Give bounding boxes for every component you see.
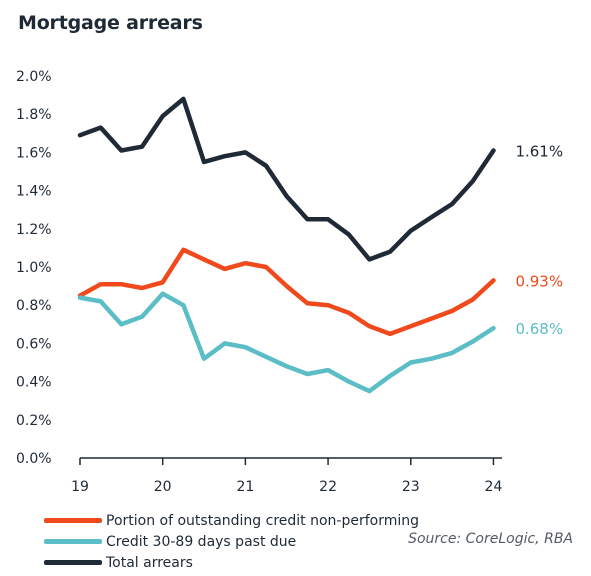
line-chart: 0.0% 0.2% 0.4% 0.6% 0.8% 1.0% 1.2% 1.4% 1.6% 1.8%… [16,69,563,495]
y-tick-label: 0.6% [16,336,52,352]
y-tick-label: 1.4% [16,184,52,200]
end-label-non-performing: 0.93% [515,272,563,290]
legend-label-non-performing: Portion of outstanding credit non-perfor… [106,512,420,529]
y-tick-label: 0.2% [16,413,52,429]
chart-title: Mortgage arrears [18,12,203,34]
end-label-total-arrears: 1.61% [515,142,563,160]
end-labels: 0.93% 0.68% 1.61% [515,142,563,338]
legend-item-30-89-days: Credit 30-89 days past due [44,531,419,552]
y-tick-label: 1.8% [16,107,52,123]
end-label-30-89-days: 0.68% [515,320,563,338]
y-tick-label: 0.0% [16,451,52,467]
x-tick-label: 22 [319,479,337,495]
x-tick-label: 24 [485,479,503,495]
y-tick-label: 0.8% [16,298,52,314]
legend-item-non-performing: Portion of outstanding credit non-perfor… [44,510,419,531]
y-tick-label: 1.2% [16,222,52,238]
x-axis: 19 20 21 22 23 24 [71,457,503,495]
y-tick-label: 1.6% [16,145,52,161]
x-tick-label: 20 [154,479,172,495]
series-line-non-performing [77,247,496,337]
x-tick-label: 23 [402,479,420,495]
series-line-30-89-days [77,291,496,394]
legend: Portion of outstanding credit non-perfor… [44,510,419,573]
legend-swatch-non-performing [44,518,102,523]
y-tick-label: 1.0% [16,260,52,276]
legend-swatch-total-arrears [44,560,102,565]
x-tick-label: 19 [71,479,89,495]
y-tick-label: 2.0% [16,69,52,85]
y-tick-label: 0.4% [16,375,52,391]
x-tick-label: 21 [236,479,254,495]
y-axis-labels: 0.0% 0.2% 0.4% 0.6% 0.8% 1.0% 1.2% 1.4% 1.6% 1.8%… [16,69,52,467]
legend-swatch-30-89-days [44,539,102,544]
legend-label-30-89-days: Credit 30-89 days past due [106,533,297,550]
legend-label-total-arrears: Total arrears [106,554,193,571]
series-lines [77,96,496,394]
source-note: Source: CoreLogic, RBA [408,531,573,547]
series-line-total-arrears [77,96,496,262]
legend-item-total-arrears: Total arrears [44,552,419,573]
